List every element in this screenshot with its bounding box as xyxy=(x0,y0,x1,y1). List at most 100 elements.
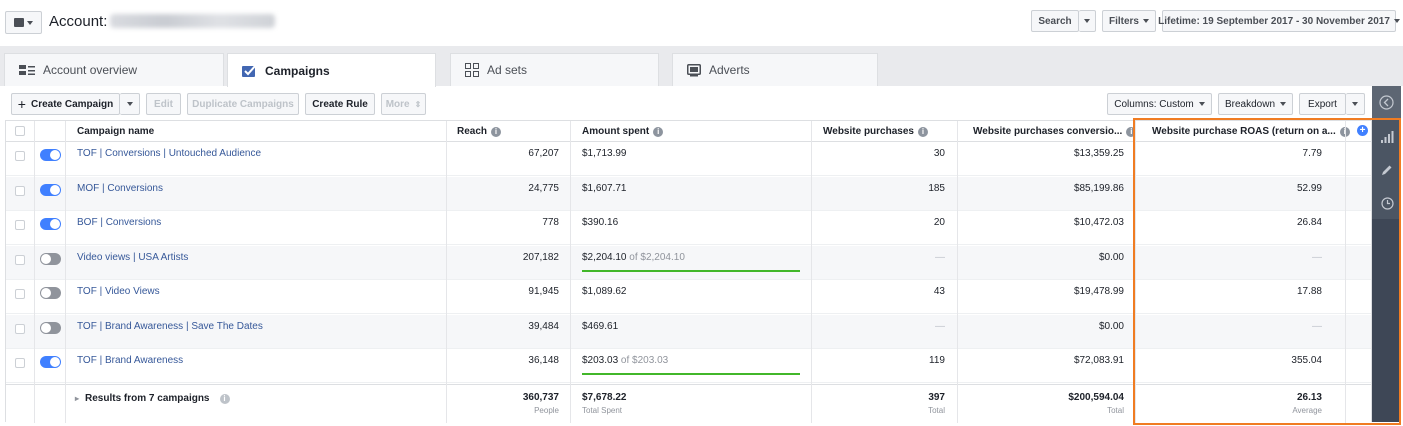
campaign-name-link[interactable]: TOF | Video Views xyxy=(77,286,160,297)
tab-adverts[interactable]: Adverts xyxy=(672,53,878,86)
tab-campaigns[interactable]: Campaigns xyxy=(227,53,436,87)
plus-icon: + xyxy=(17,96,26,112)
export-label: Export xyxy=(1308,98,1337,110)
select-all-checkbox[interactable] xyxy=(15,126,25,136)
campaign-name-link[interactable]: TOF | Brand Awareness xyxy=(77,355,184,366)
divider xyxy=(957,121,958,423)
amount-spent-value: $1,713.99 xyxy=(582,148,627,159)
table-row[interactable]: TOF | Brand Awareness 36,148 $203.03 of $2… xyxy=(6,349,1371,383)
campaign-toggle[interactable] xyxy=(40,356,61,368)
chevron-down-icon xyxy=(1143,19,1149,23)
toggle-knob xyxy=(50,219,60,229)
collapse-panel-button[interactable] xyxy=(1372,86,1401,120)
add-column-icon[interactable]: + xyxy=(1357,125,1368,136)
pencil-icon[interactable] xyxy=(1380,163,1394,177)
campaign-name-link[interactable]: TOF | Conversions | Untouched Audience xyxy=(77,148,261,159)
clock-icon[interactable] xyxy=(1380,196,1394,210)
row-checkbox[interactable] xyxy=(15,254,25,265)
col-amount-spent[interactable]: Amount spent i xyxy=(582,121,664,142)
export-button[interactable]: Export xyxy=(1299,93,1346,115)
info-icon[interactable]: i xyxy=(1126,126,1137,137)
col-reach[interactable]: Reach i xyxy=(457,121,502,142)
campaign-name-link[interactable]: BOF | Conversions xyxy=(77,217,162,228)
col-website-purchases[interactable]: Website purchases i xyxy=(823,121,928,142)
tab-account-overview[interactable]: Account overview xyxy=(4,53,224,86)
campaign-name-link[interactable]: Video views | USA Artists xyxy=(77,251,189,263)
campaigns-table: Campaign name Reach i Amount spent i Websi… xyxy=(5,120,1372,423)
table-row[interactable]: TOF | Conversions | Untouched Audience 67… xyxy=(6,142,1371,176)
campaign-toggle[interactable] xyxy=(40,252,61,265)
col-campaign-name[interactable]: Campaign name xyxy=(77,121,154,142)
campaign-name-link[interactable]: MOF | Conversions xyxy=(77,182,163,194)
date-range-label: Lifetime: 19 September 2017 - 30 Novembe… xyxy=(1158,15,1390,27)
results-label: Results from 7 campaigns xyxy=(85,393,210,404)
campaign-toggle[interactable] xyxy=(40,321,61,334)
toggle-knob xyxy=(41,322,51,333)
account-menu-button[interactable] xyxy=(5,11,42,34)
reach-value: 67,207 xyxy=(528,148,559,159)
campaign-toggle[interactable] xyxy=(40,287,61,299)
divider xyxy=(1345,121,1346,423)
amount-value: $1,713.99 xyxy=(582,148,627,159)
col-purchase-roas[interactable]: Website purchase ROAS (return on a...i xyxy=(1152,121,1350,142)
row-checkbox[interactable] xyxy=(15,185,25,196)
col-label: Website purchases conversio... xyxy=(973,126,1123,137)
search-dropdown-button[interactable] xyxy=(1079,10,1096,32)
campaign-toggle[interactable] xyxy=(40,218,61,230)
row-checkbox[interactable] xyxy=(15,220,25,230)
chart-bars-icon[interactable] xyxy=(1380,130,1394,144)
grid-icon xyxy=(465,63,479,77)
conversion-value: $72,083.91 xyxy=(1073,355,1124,366)
info-icon[interactable]: i xyxy=(653,126,664,137)
toggle-knob xyxy=(50,184,60,195)
account-label: Account xyxy=(49,13,104,30)
conversion-value: $13,359.25 xyxy=(1073,148,1124,159)
row-checkbox[interactable] xyxy=(15,358,25,368)
divider xyxy=(1135,121,1136,423)
breakdown-button[interactable]: Breakdown xyxy=(1218,93,1293,115)
more-button[interactable]: More ⇕ xyxy=(381,93,426,115)
info-icon[interactable]: i xyxy=(1339,126,1350,137)
col-purchases-conversion[interactable]: Website purchases conversio... i xyxy=(973,121,1137,142)
row-checkbox[interactable] xyxy=(15,289,25,299)
amount-value: $469.61 xyxy=(582,320,619,332)
row-checkbox[interactable] xyxy=(15,323,25,334)
duplicate-campaigns-button[interactable]: Duplicate Campaigns xyxy=(187,93,299,115)
total-purchases: 397 xyxy=(928,392,945,403)
total-reach: 360,737 xyxy=(522,392,559,403)
campaign-toggle[interactable] xyxy=(40,183,61,196)
chevron-right-icon: ▸ xyxy=(75,394,80,403)
table-row[interactable]: MOF | Conversions 24,775 $1,607.71 185 $85,1… xyxy=(6,176,1371,211)
divider xyxy=(811,121,812,423)
export-dropdown[interactable] xyxy=(1346,93,1365,115)
columns-button[interactable]: Columns: Custom xyxy=(1107,93,1212,115)
edit-button[interactable]: Edit xyxy=(146,93,181,115)
tab-label: Account overview xyxy=(43,63,138,77)
amount-value: $390.16 xyxy=(582,217,619,228)
table-row[interactable]: TOF | Video Views 91,945 $1,089.62 43 $19,47… xyxy=(6,280,1371,314)
create-campaign-button[interactable]: + Create Campaign xyxy=(11,93,120,115)
filters-button[interactable]: Filters xyxy=(1102,10,1156,32)
table-row[interactable]: Video views | USA Artists 207,182 $2,204.1… xyxy=(6,245,1371,280)
amount-value: $1,607.71 xyxy=(582,182,627,194)
info-icon[interactable]: i xyxy=(917,126,928,137)
info-icon[interactable]: i xyxy=(219,393,230,404)
create-rule-button[interactable]: Create Rule xyxy=(305,93,375,115)
campaign-name-link[interactable]: TOF | Brand Awareness | Save The Dates xyxy=(77,320,263,332)
info-icon[interactable]: i xyxy=(491,126,502,137)
table-row[interactable]: BOF | Conversions 778 $390.16 20 $10,472.03 2… xyxy=(6,211,1371,245)
reach-value: 207,182 xyxy=(522,251,559,263)
campaign-toggle[interactable] xyxy=(40,149,61,161)
spend-progress-bar xyxy=(582,373,800,375)
row-checkbox[interactable] xyxy=(15,151,25,161)
search-button[interactable]: Search xyxy=(1031,10,1079,32)
tab-ad-sets[interactable]: Ad sets xyxy=(450,53,659,86)
col-label: Reach xyxy=(457,126,488,137)
chevron-down-icon xyxy=(1393,19,1400,23)
table-row[interactable]: TOF | Brand Awareness | Save The Dates 39… xyxy=(6,314,1371,349)
advert-icon xyxy=(687,63,701,76)
purchases-value: — xyxy=(935,251,945,263)
create-campaign-dropdown[interactable] xyxy=(120,93,140,115)
results-summary[interactable]: ▸ Results from 7 campaigns i xyxy=(75,393,230,404)
date-range-picker[interactable]: Lifetime: 19 September 2017 - 30 Novembe… xyxy=(1158,10,1400,32)
